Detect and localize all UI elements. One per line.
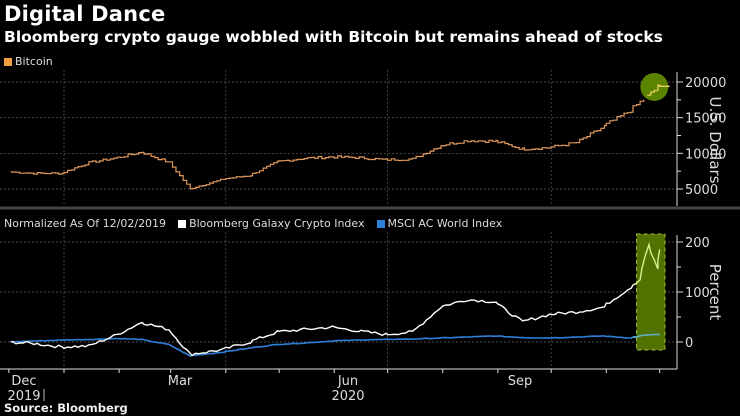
x-tick-month: Mar	[168, 374, 193, 389]
x-tick-year: 2020	[331, 389, 364, 404]
chart-title: Digital Dance	[4, 2, 166, 26]
bottom-ytick-label: 100	[685, 286, 710, 301]
bitcoin-line	[10, 99, 645, 190]
legend-swatch-bitcoin	[4, 57, 12, 66]
legend-label-msci: MSCI AC World Index	[387, 217, 503, 230]
crypto-index-line-highlighted	[632, 241, 661, 286]
crypto-index-line	[10, 282, 637, 357]
legend-label-normalized: Normalized As Of 12/02/2019	[4, 217, 167, 230]
legend-top: Bitcoin	[4, 55, 53, 68]
top-ytick-label: 5000	[685, 183, 718, 198]
msci-line-highlighted	[632, 333, 660, 338]
legend-label-crypto: Bloomberg Galaxy Crypto Index	[189, 217, 365, 230]
x-tick-year: 2019	[7, 389, 40, 404]
bottom-y-axis-label: Percent	[706, 264, 724, 321]
bottom-ytick-label: 0	[685, 336, 693, 351]
highlight-circle	[640, 72, 669, 101]
chart-subtitle: Bloomberg crypto gauge wobbled with Bitc…	[4, 28, 663, 46]
legend-bottom: Normalized As Of 12/02/2019 Bloomberg Ga…	[4, 217, 502, 230]
top-y-axis-label: U.S. Dollars	[706, 96, 724, 183]
bottom-ytick-label: 200	[685, 236, 710, 251]
legend-swatch-msci	[376, 219, 385, 228]
source-note: Source: Bloomberg	[4, 401, 128, 415]
legend-swatch-crypto	[178, 219, 187, 228]
top-ytick-label: 15000	[685, 112, 726, 127]
x-tick-month: Sep	[508, 374, 533, 389]
bottom-panel-grid	[0, 232, 677, 368]
top-ytick-label: 10000	[685, 147, 726, 162]
top-panel-grid	[0, 70, 677, 206]
bitcoin-line-highlighted	[647, 84, 670, 96]
msci-line	[10, 335, 637, 357]
legend-label-bitcoin: Bitcoin	[15, 55, 53, 68]
x-tick-month: Jun	[337, 374, 358, 389]
top-ytick-label: 20000	[685, 76, 726, 91]
x-tick-month: Dec	[11, 374, 36, 389]
